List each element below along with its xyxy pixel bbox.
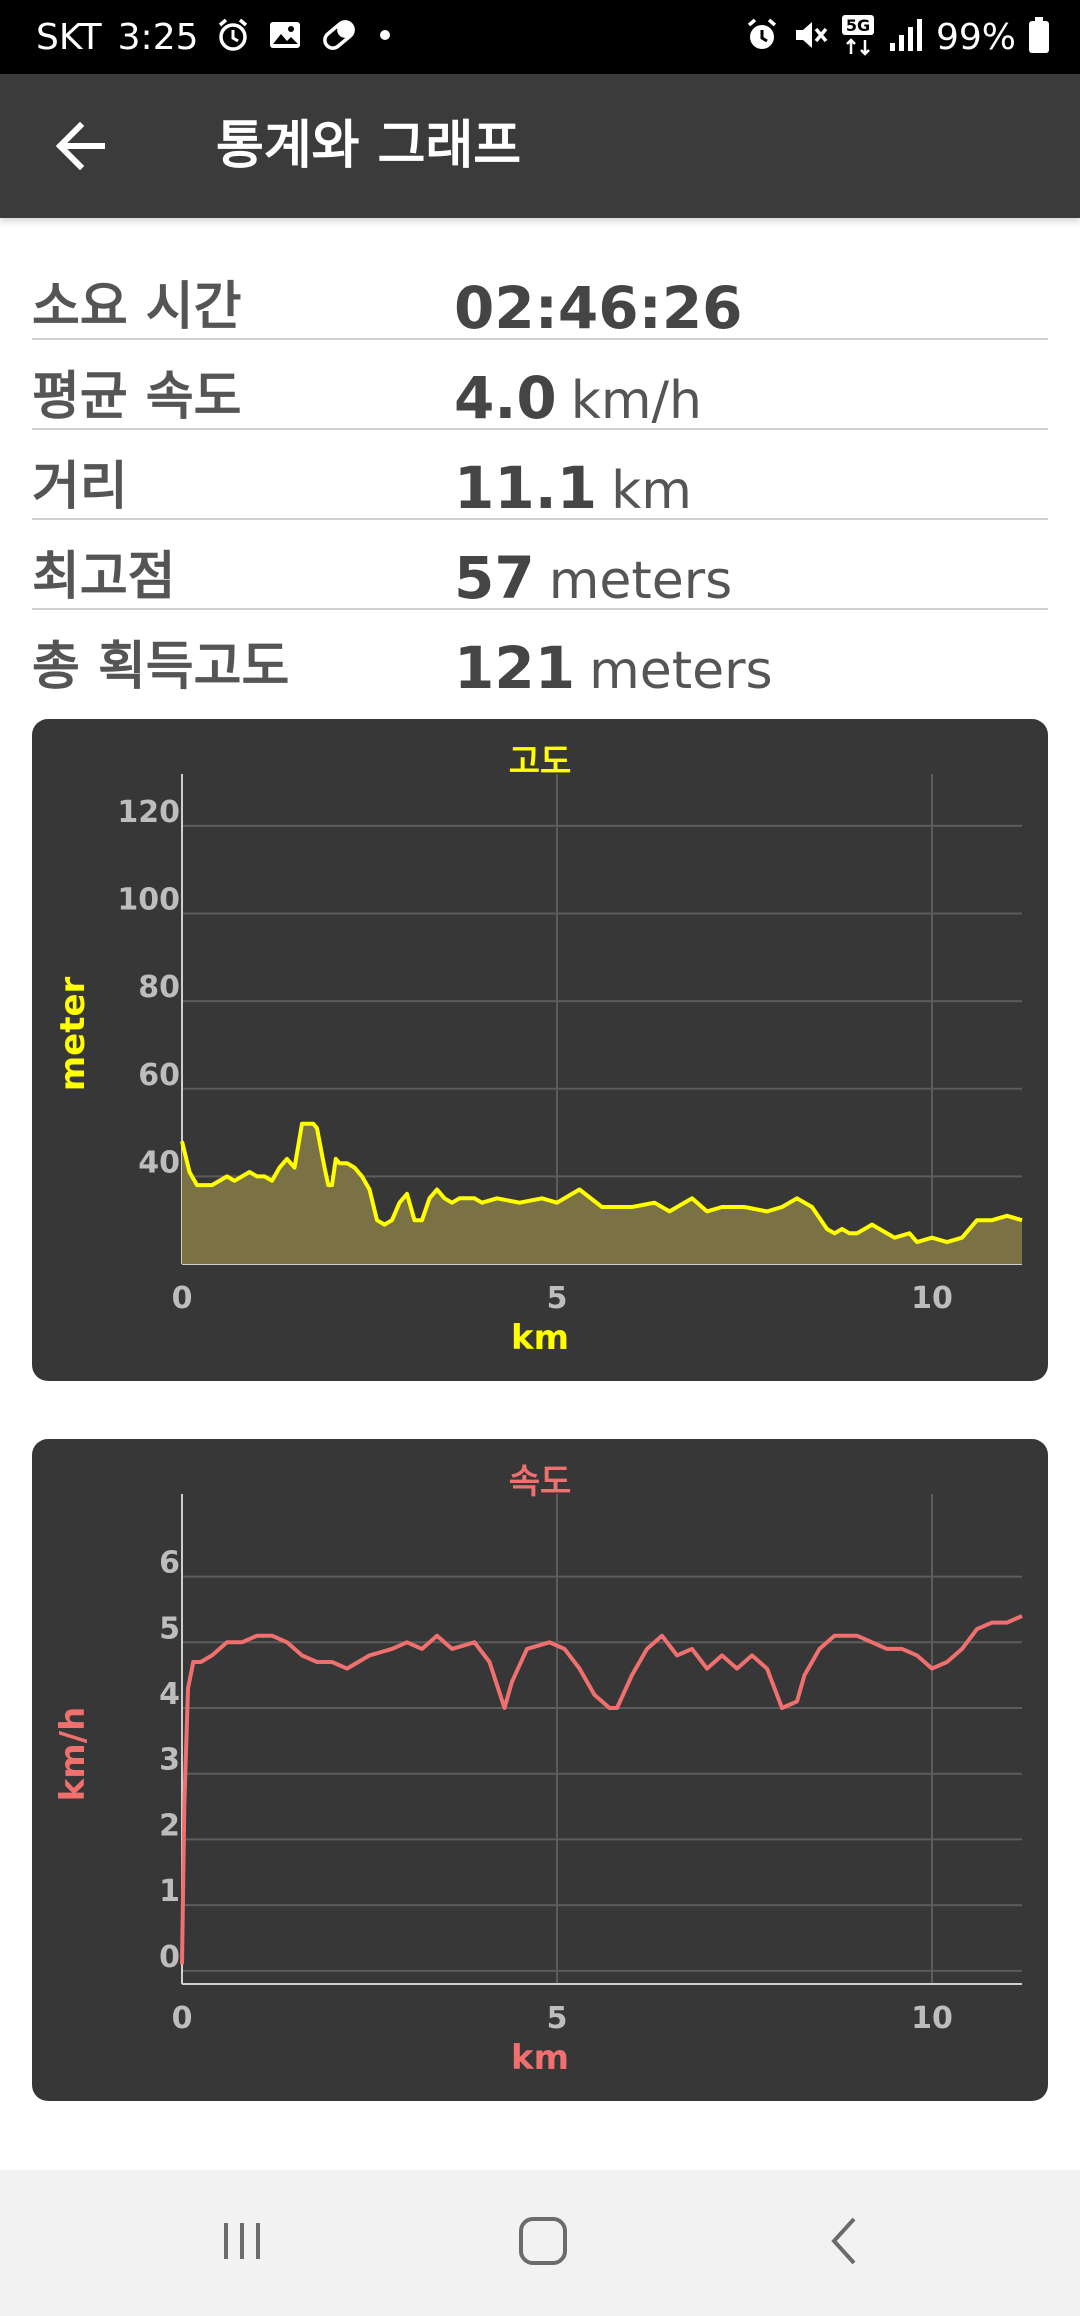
carrier-label: SKT bbox=[36, 16, 102, 58]
battery-percent: 99% bbox=[935, 16, 1016, 58]
home-icon bbox=[513, 2211, 573, 2275]
stat-value: 4.0 km/h bbox=[454, 364, 702, 432]
dot-icon bbox=[375, 17, 395, 57]
speed-chart: 0 1 2 3 4 5 6 0 5 10 속도 km km/h bbox=[53, 1462, 1023, 2078]
x-tick-label: 5 bbox=[547, 2001, 568, 2036]
x-axis-label: km bbox=[511, 2038, 569, 2078]
home-button[interactable] bbox=[473, 2170, 613, 2316]
x-tick-label: 0 bbox=[172, 2001, 193, 2036]
stat-label: 총 획득고도 bbox=[32, 637, 290, 697]
stat-row-total-ascent: 총 획득고도 121 meters bbox=[32, 610, 1048, 702]
chart-title: 고도 bbox=[509, 742, 572, 782]
status-bar: SKT 3:25 5G 99% bbox=[0, 0, 1080, 74]
x-tick-label: 10 bbox=[911, 2001, 953, 2036]
battery-icon bbox=[1028, 16, 1050, 58]
y-tick-label: 0 bbox=[159, 1940, 180, 1975]
stat-unit: meters bbox=[548, 551, 733, 611]
image-icon bbox=[267, 17, 303, 57]
stat-number: 11.1 bbox=[454, 454, 598, 522]
navigation-bar bbox=[0, 2170, 1080, 2316]
series-line bbox=[180, 1121, 1023, 1245]
y-tick-label: 120 bbox=[117, 795, 180, 830]
stat-label: 소요 시간 bbox=[32, 277, 242, 337]
y-axis-label: meter bbox=[53, 976, 93, 1091]
svg-text:5G: 5G bbox=[846, 16, 870, 35]
x-tick-label: 10 bbox=[911, 1281, 953, 1316]
y-tick-label: 100 bbox=[117, 883, 180, 918]
stat-row-max-elevation: 최고점 57 meters bbox=[32, 520, 1048, 612]
stat-number: 4.0 bbox=[454, 364, 557, 432]
back-nav-icon bbox=[816, 2211, 876, 2275]
stat-value: 121 meters bbox=[454, 634, 773, 702]
mute-icon bbox=[792, 17, 828, 57]
y-axis-label: km/h bbox=[53, 1707, 93, 1802]
back-button[interactable] bbox=[40, 108, 120, 188]
x-tick-label: 0 bbox=[172, 1281, 193, 1316]
alarm-icon bbox=[215, 17, 251, 57]
series-area bbox=[182, 1123, 1022, 1264]
5g-icon: 5G bbox=[840, 13, 876, 61]
elevation-chart: 40 60 80 100 120 0 5 10 고도 km meter bbox=[53, 742, 1023, 1358]
stat-label: 평균 속도 bbox=[32, 367, 242, 427]
back-nav-button[interactable] bbox=[776, 2170, 916, 2316]
stat-row-avg-speed: 평균 속도 4.0 km/h bbox=[32, 340, 1048, 432]
y-tick-label: 6 bbox=[159, 1546, 180, 1581]
chart-title: 속도 bbox=[509, 1462, 572, 1502]
y-tick-label: 5 bbox=[159, 1611, 180, 1646]
arrow-back-icon bbox=[52, 118, 108, 178]
y-tick-label: 4 bbox=[159, 1677, 180, 1712]
stat-row-duration: 소요 시간 02:46:26 bbox=[32, 250, 1048, 342]
stat-value: 11.1 km bbox=[454, 454, 692, 522]
x-axis-label: km bbox=[511, 1318, 569, 1358]
stat-value: 57 meters bbox=[454, 544, 732, 612]
y-tick-label: 80 bbox=[138, 970, 180, 1005]
stat-unit: meters bbox=[589, 641, 773, 701]
stat-value: 02:46:26 bbox=[454, 274, 757, 342]
y-tick-label: 1 bbox=[159, 1874, 180, 1909]
page-title: 통계와 그래프 bbox=[216, 116, 522, 176]
status-time: 3:25 bbox=[117, 16, 199, 58]
status-left: SKT 3:25 bbox=[36, 0, 395, 74]
stat-row-distance: 거리 11.1 km bbox=[32, 430, 1048, 522]
stat-label: 거리 bbox=[32, 457, 128, 517]
speed-chart-card: 0 1 2 3 4 5 6 0 5 10 속도 km km/h bbox=[32, 1439, 1048, 2101]
pill-icon bbox=[319, 17, 359, 57]
elevation-chart-card: 40 60 80 100 120 0 5 10 고도 km meter bbox=[32, 719, 1048, 1381]
stats-list: 소요 시간 02:46:26 평균 속도 4.0 km/h 거리 11.1 km 최… bbox=[32, 250, 1048, 702]
status-right: 5G 99% bbox=[744, 0, 1050, 74]
signal-icon bbox=[888, 17, 924, 57]
y-tick-label: 40 bbox=[138, 1145, 180, 1180]
recents-button[interactable] bbox=[172, 2170, 312, 2316]
x-tick-label: 5 bbox=[547, 1281, 568, 1316]
app-bar: 통계와 그래프 bbox=[0, 74, 1080, 218]
series-line bbox=[180, 1614, 1023, 1965]
y-tick-label: 2 bbox=[159, 1808, 180, 1843]
stat-number: 57 bbox=[454, 544, 535, 612]
stat-unit: km/h bbox=[570, 371, 702, 431]
stat-label: 최고점 bbox=[32, 547, 176, 607]
stat-number: 02:46:26 bbox=[454, 274, 743, 342]
y-tick-label: 60 bbox=[138, 1058, 180, 1093]
alarm-icon bbox=[744, 17, 780, 57]
stat-unit: km bbox=[611, 461, 692, 521]
stat-number: 121 bbox=[454, 634, 576, 702]
recents-icon bbox=[212, 2211, 272, 2275]
y-tick-label: 3 bbox=[159, 1743, 180, 1778]
